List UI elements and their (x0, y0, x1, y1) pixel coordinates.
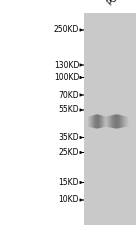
Text: PC-3: PC-3 (106, 0, 125, 8)
Text: 10KD: 10KD (59, 196, 79, 204)
Text: 70KD: 70KD (59, 90, 79, 100)
Text: 130KD: 130KD (54, 60, 79, 70)
Text: 55KD: 55KD (59, 106, 79, 114)
Text: 100KD: 100KD (54, 73, 79, 82)
Bar (84, 12, 136, 225)
Text: 35KD: 35KD (59, 133, 79, 142)
Text: 15KD: 15KD (59, 178, 79, 187)
Text: 25KD: 25KD (59, 148, 79, 157)
Text: 250KD: 250KD (54, 26, 79, 35)
